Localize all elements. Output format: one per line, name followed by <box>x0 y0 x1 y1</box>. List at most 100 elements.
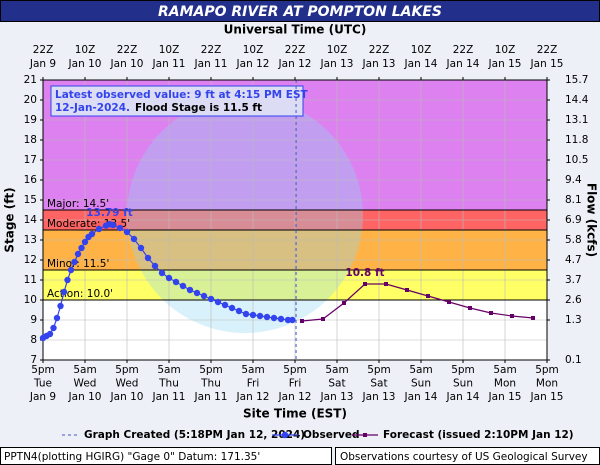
y-tick-label: 7 <box>30 354 37 366</box>
y-tick-label: 18 <box>24 134 37 146</box>
point <box>256 312 264 320</box>
info-flood: Flood Stage is 11.5 ft <box>135 102 262 114</box>
y2-axis-label: Flow (kcfs) <box>585 183 599 257</box>
point <box>321 317 325 321</box>
x-tick-label: Jan 13 <box>320 391 354 403</box>
legend-marker <box>281 431 289 439</box>
x-tick-label: Sat <box>328 378 345 390</box>
y-axis-label: Stage (ft) <box>3 187 17 252</box>
x-tick-label: Fri <box>247 378 260 390</box>
x-tick-label: 5am <box>409 364 432 376</box>
y2-tick-label: 1.3 <box>565 314 582 326</box>
x2-tick-label: 22Z <box>537 44 558 56</box>
point <box>67 266 75 274</box>
x2-tick-label: 10Z <box>495 44 516 56</box>
point <box>144 254 152 262</box>
y-tick-label: 9 <box>30 314 37 326</box>
point <box>207 295 215 303</box>
point <box>81 238 89 246</box>
threshold-label: Major: 14.5' <box>47 198 109 210</box>
point <box>46 330 54 338</box>
point <box>151 262 159 270</box>
point <box>468 306 472 310</box>
y-tick-label: 12 <box>24 254 37 266</box>
point <box>289 316 296 324</box>
x2-tick-label: 10Z <box>243 44 264 56</box>
x-tick-label: Wed <box>116 378 139 390</box>
x-tick-label: 5pm <box>283 364 307 376</box>
x-tick-label: Sat <box>370 378 387 390</box>
point <box>405 288 409 292</box>
point <box>95 225 103 233</box>
x-tick-label: Jan 13 <box>362 391 396 403</box>
x-tick-label: Jan 15 <box>488 391 522 403</box>
info-line: 12-Jan-2024. Flood Stage is 11.5 ft <box>55 102 262 114</box>
y2-tick-label: 6.9 <box>565 214 582 226</box>
point <box>510 314 514 318</box>
point <box>130 235 138 243</box>
x2-tick-label: 22Z <box>117 44 138 56</box>
x2-tick-label: 22Z <box>453 44 474 56</box>
x-tick-label: Mon <box>494 378 516 390</box>
x-tick-label: Tue <box>33 378 52 390</box>
footer-right: Observations courtesy of US Geological S… <box>340 451 588 463</box>
point <box>221 301 229 309</box>
y2-tick-label: 2.6 <box>565 294 582 306</box>
y-tick-label: 11 <box>24 274 37 286</box>
x2-tick-label: Jan 9 <box>29 58 56 70</box>
point <box>263 313 271 321</box>
point <box>179 282 187 290</box>
point <box>60 288 68 296</box>
x-tick-label: 5am <box>73 364 96 376</box>
x2-tick-label: 10Z <box>327 44 348 56</box>
y-tick-label: 17 <box>24 154 37 166</box>
legend-label: Forecast (issued 2:10PM Jan 12) <box>383 429 574 441</box>
point <box>53 314 61 322</box>
x-tick-label: 5am <box>325 364 348 376</box>
x-tick-label: 5am <box>493 364 516 376</box>
x2-tick-label: Jan 11 <box>194 58 228 70</box>
x-tick-label: 5pm <box>199 364 223 376</box>
x-tick-label: Sun <box>453 378 473 390</box>
x-tick-label: Jan 11 <box>194 391 228 403</box>
point <box>249 311 257 319</box>
y-tick-label: 10 <box>24 294 37 306</box>
info-box <box>50 85 304 117</box>
series-line <box>301 283 534 322</box>
y-tick-label: 8 <box>30 334 37 346</box>
point <box>300 319 304 323</box>
point <box>242 310 250 318</box>
x-tick-label: 5pm <box>535 364 559 376</box>
y2-tick-label: 4.7 <box>565 254 582 266</box>
watermark <box>127 97 363 333</box>
x2-tick-label: 22Z <box>201 44 222 56</box>
y2-tick-label: 11.8 <box>565 134 588 146</box>
point <box>270 314 278 322</box>
x2-tick-label: Jan 11 <box>152 58 186 70</box>
y-tick-label: 19 <box>24 114 37 126</box>
point <box>363 282 367 286</box>
point <box>426 294 430 298</box>
point <box>193 289 201 297</box>
point <box>78 244 85 252</box>
y2-tick-label: 0.1 <box>565 354 582 366</box>
point <box>186 286 194 294</box>
x2-tick-label: Jan 15 <box>488 58 522 70</box>
point <box>64 276 71 284</box>
chart-title: RAMAPO RIVER AT POMPTON LAKES <box>158 4 442 20</box>
info-latest: Latest observed value: 9 ft at 4:15 PM E… <box>55 89 309 101</box>
y2-tick-label: 8.1 <box>565 194 582 206</box>
x2-tick-label: Jan 14 <box>404 58 438 70</box>
x-tick-label: Jan 11 <box>152 391 186 403</box>
x2-tick-label: Jan 12 <box>278 58 312 70</box>
x-tick-label: Jan 9 <box>29 391 56 403</box>
point <box>342 301 346 305</box>
y2-tick-label: 13.1 <box>565 114 588 126</box>
y-tick-label: 13 <box>24 234 37 246</box>
plot-area: Action: 10.0'Minor: 11.5'Moderate: 13.5'… <box>24 44 589 403</box>
x-tick-label: 5pm <box>31 364 55 376</box>
point <box>158 269 166 277</box>
y-tick-label: 14 <box>24 214 38 226</box>
info-date: 12-Jan-2024. <box>55 102 130 114</box>
